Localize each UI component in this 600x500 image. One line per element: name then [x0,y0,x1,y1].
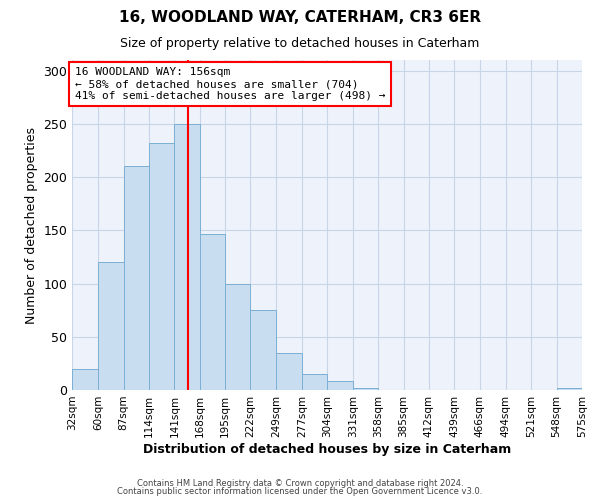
Bar [276,352,302,390]
Text: Contains public sector information licensed under the Open Government Licence v3: Contains public sector information licen… [118,487,482,496]
Bar [328,382,353,390]
Text: Contains HM Land Registry data © Crown copyright and database right 2024.: Contains HM Land Registry data © Crown c… [137,478,463,488]
Bar [98,262,124,390]
Y-axis label: Number of detached properties: Number of detached properties [25,126,38,324]
Bar [353,388,378,390]
Bar [149,143,175,390]
Bar [175,124,200,390]
Text: Size of property relative to detached houses in Caterham: Size of property relative to detached ho… [121,38,479,51]
Bar [225,284,250,390]
Bar [200,234,225,390]
Bar [124,166,149,390]
Text: 16 WOODLAND WAY: 156sqm
← 58% of detached houses are smaller (704)
41% of semi-d: 16 WOODLAND WAY: 156sqm ← 58% of detache… [75,68,385,100]
Bar [250,310,276,390]
Text: 16, WOODLAND WAY, CATERHAM, CR3 6ER: 16, WOODLAND WAY, CATERHAM, CR3 6ER [119,10,481,25]
Bar [302,374,328,390]
Bar [72,368,98,390]
Bar [557,388,582,390]
X-axis label: Distribution of detached houses by size in Caterham: Distribution of detached houses by size … [143,442,511,456]
